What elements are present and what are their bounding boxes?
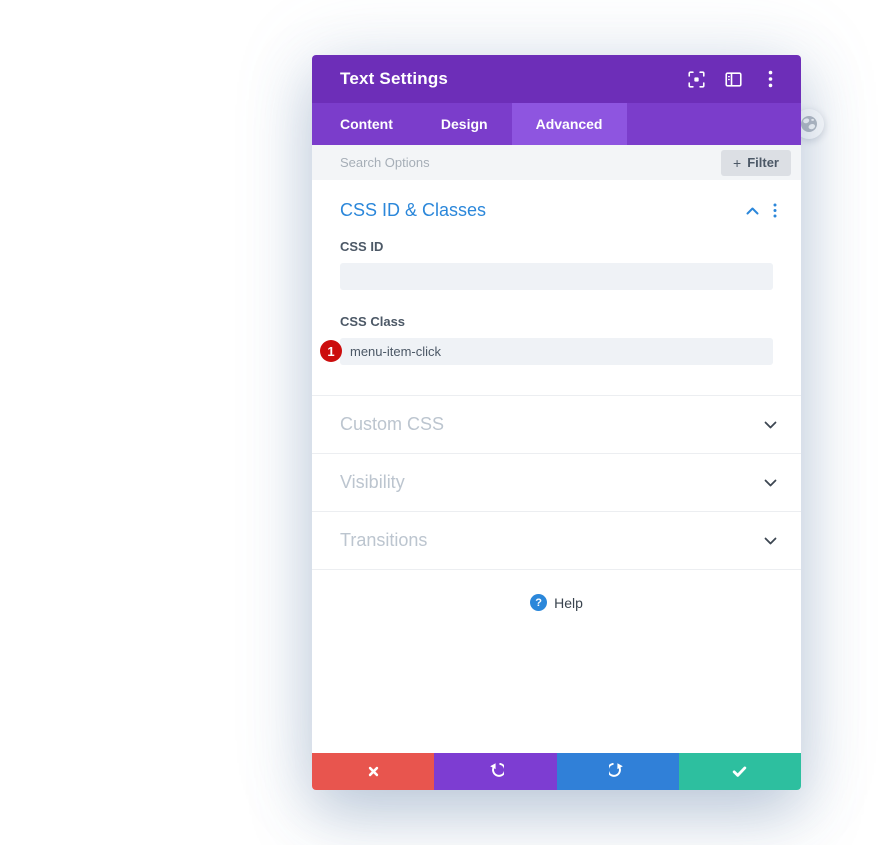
x-icon xyxy=(366,764,381,779)
chevron-down-icon xyxy=(764,537,777,545)
css-class-field-group: CSS Class 1 xyxy=(312,314,801,365)
expand-icon[interactable] xyxy=(687,70,705,88)
footer-action-bar xyxy=(312,753,801,790)
section-visibility[interactable]: Visibility xyxy=(312,453,801,511)
save-button[interactable] xyxy=(678,753,801,790)
discard-button[interactable] xyxy=(312,753,435,790)
text-settings-modal: Text Settings xyxy=(312,55,801,790)
section-css-id-classes-title[interactable]: CSS ID & Classes xyxy=(340,200,487,220)
help-label: Help xyxy=(554,594,583,611)
tab-bar: Content Design Advanced xyxy=(312,103,801,145)
css-id-field-group: CSS ID xyxy=(312,239,801,290)
check-icon xyxy=(731,763,748,780)
plus-icon: + xyxy=(733,154,742,171)
section-transitions-title: Transitions xyxy=(340,530,428,550)
section-custom-css[interactable]: Custom CSS xyxy=(312,395,801,453)
css-id-label: CSS ID xyxy=(340,239,384,254)
undo-button[interactable] xyxy=(434,753,557,790)
section-custom-css-title: Custom CSS xyxy=(340,414,445,434)
chevron-down-icon xyxy=(764,479,777,487)
modal-title: Text Settings xyxy=(340,69,449,88)
tab-advanced[interactable]: Advanced xyxy=(511,103,627,145)
modal-header: Text Settings xyxy=(312,55,801,103)
section-transitions[interactable]: Transitions xyxy=(312,511,801,569)
kebab-menu-icon[interactable] xyxy=(761,70,779,88)
chevron-up-icon[interactable] xyxy=(746,207,759,215)
chevron-down-icon xyxy=(764,421,777,429)
search-options-bar: + Filter xyxy=(312,145,801,180)
question-mark-icon: ? xyxy=(530,594,548,611)
section-kebab-menu-icon[interactable] xyxy=(773,203,777,218)
help-area: ? Help xyxy=(312,569,801,611)
css-id-input[interactable] xyxy=(340,263,773,290)
help-link[interactable]: ? Help xyxy=(530,594,583,611)
settings-body: CSS ID & Classes xyxy=(312,180,801,753)
filter-button-label: Filter xyxy=(747,155,779,170)
section-visibility-title: Visibility xyxy=(340,472,405,492)
css-class-input[interactable] xyxy=(340,338,773,365)
tab-design[interactable]: Design xyxy=(440,116,488,132)
section-css-id-classes-header: CSS ID & Classes xyxy=(312,180,801,237)
undo-icon xyxy=(486,762,505,781)
filter-button[interactable]: + Filter xyxy=(721,149,791,176)
split-view-icon[interactable] xyxy=(724,70,742,88)
redo-icon xyxy=(608,762,627,781)
tab-content[interactable]: Content xyxy=(340,116,393,132)
redo-button[interactable] xyxy=(556,753,679,790)
css-class-label: CSS Class xyxy=(340,314,406,329)
step-badge: 1 xyxy=(320,340,342,362)
search-options-input[interactable] xyxy=(312,145,722,180)
globe-icon xyxy=(800,115,818,133)
